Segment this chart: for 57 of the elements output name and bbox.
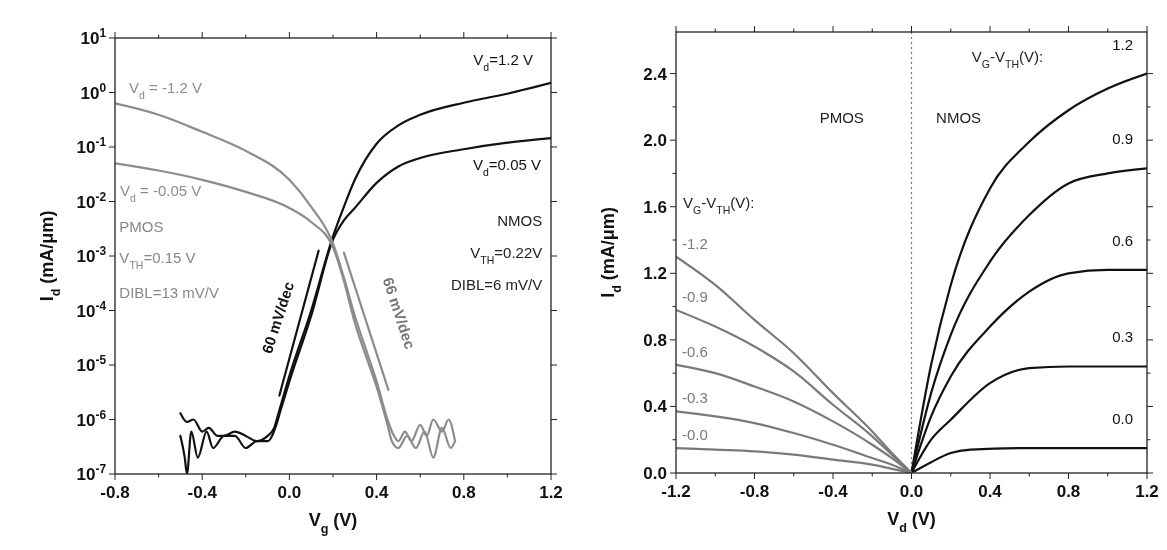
x-tick-label: -0.4 (187, 483, 218, 502)
x-tick-label: 0.4 (978, 482, 1003, 501)
y-tick-label: 0.0 (643, 464, 667, 483)
series-label: V$_{d}$=0.05 V (473, 156, 541, 179)
annotation: 60 mV/dec (258, 279, 298, 356)
series-label: -0.0 (682, 426, 708, 444)
annotation: PMOS (819, 109, 864, 127)
annotation: NMOS (497, 211, 543, 229)
series-label: 1.2 (1112, 35, 1133, 53)
x-axis-title: V$_{d}$ (V) (887, 509, 936, 535)
series-label: V$_{d}$ = -0.05 V (120, 182, 202, 205)
x-tick-label: 0.4 (364, 483, 389, 502)
series-label: 0.3 (1112, 328, 1133, 346)
series-label: 0.9 (1112, 130, 1133, 148)
annotation: V$_{G}$-V$_{TH}$(V): (971, 47, 1044, 70)
annotation: V$_{TH}$=0.15 V (119, 248, 196, 271)
x-tick-label: 0.0 (899, 482, 924, 501)
y-tick-label: 1.6 (643, 197, 667, 217)
series-label: 0.6 (1112, 231, 1133, 249)
series-label: 0.0 (1112, 410, 1133, 428)
y-tick-label: 10$^{-1}$ (76, 135, 107, 157)
x-tick-label: 1.2 (539, 483, 563, 502)
x-tick-label: 0.0 (277, 483, 302, 502)
annotation: DIBL=6 mV/V (450, 276, 543, 294)
y-tick-label: 10$^{0}$ (80, 80, 107, 103)
series-label: -1.2 (682, 234, 708, 252)
x-tick-label: 0.8 (451, 483, 476, 502)
y-tick-label: 10$^{-4}$ (76, 298, 107, 321)
y-tick-label: 2.0 (643, 131, 667, 151)
x-tick-label: 1.2 (1135, 482, 1159, 501)
y-tick-label: 2.4 (643, 64, 668, 84)
y-tick-label: 10$^{-2}$ (76, 189, 107, 212)
y-tick-label: 0.8 (643, 330, 667, 350)
x-tick-label: -0.8 (100, 483, 130, 502)
x-tick-label: -1.2 (661, 482, 691, 501)
annotation: 66 mV/dec (379, 275, 419, 352)
series-label: -0.6 (682, 342, 708, 360)
series-label: -0.9 (682, 287, 708, 305)
annotation: DIBL=13 mV/V (119, 283, 219, 301)
y-tick-label: 10$^{1}$ (80, 26, 107, 48)
y-tick-label: 10$^{-3}$ (76, 244, 107, 266)
series-label: -0.3 (682, 389, 708, 407)
annotation: NMOS (936, 109, 982, 127)
series-label: V$_{d}$=1.2 V (473, 50, 533, 73)
y-tick-label: 1.2 (643, 264, 667, 284)
y-tick-label: 10$^{-7}$ (76, 462, 107, 484)
y-tick-label: 10$^{-5}$ (76, 353, 107, 375)
x-tick-label: 0.8 (1056, 482, 1081, 501)
x-tick-label: -0.8 (739, 482, 770, 501)
y-tick-label: 10$^{-6}$ (76, 407, 107, 430)
x-axis-title: V$_{g}$ (V) (308, 510, 358, 536)
annotation: PMOS (119, 218, 164, 236)
annotation: V$_{TH}$=0.22V (470, 244, 543, 267)
y-tick-label: 0.4 (643, 397, 668, 417)
series-label: V$_{d}$ = -1.2 V (129, 79, 202, 102)
annotation: V$_{G}$-V$_{TH}$(V): (683, 194, 755, 217)
x-tick-label: -0.4 (818, 482, 849, 501)
